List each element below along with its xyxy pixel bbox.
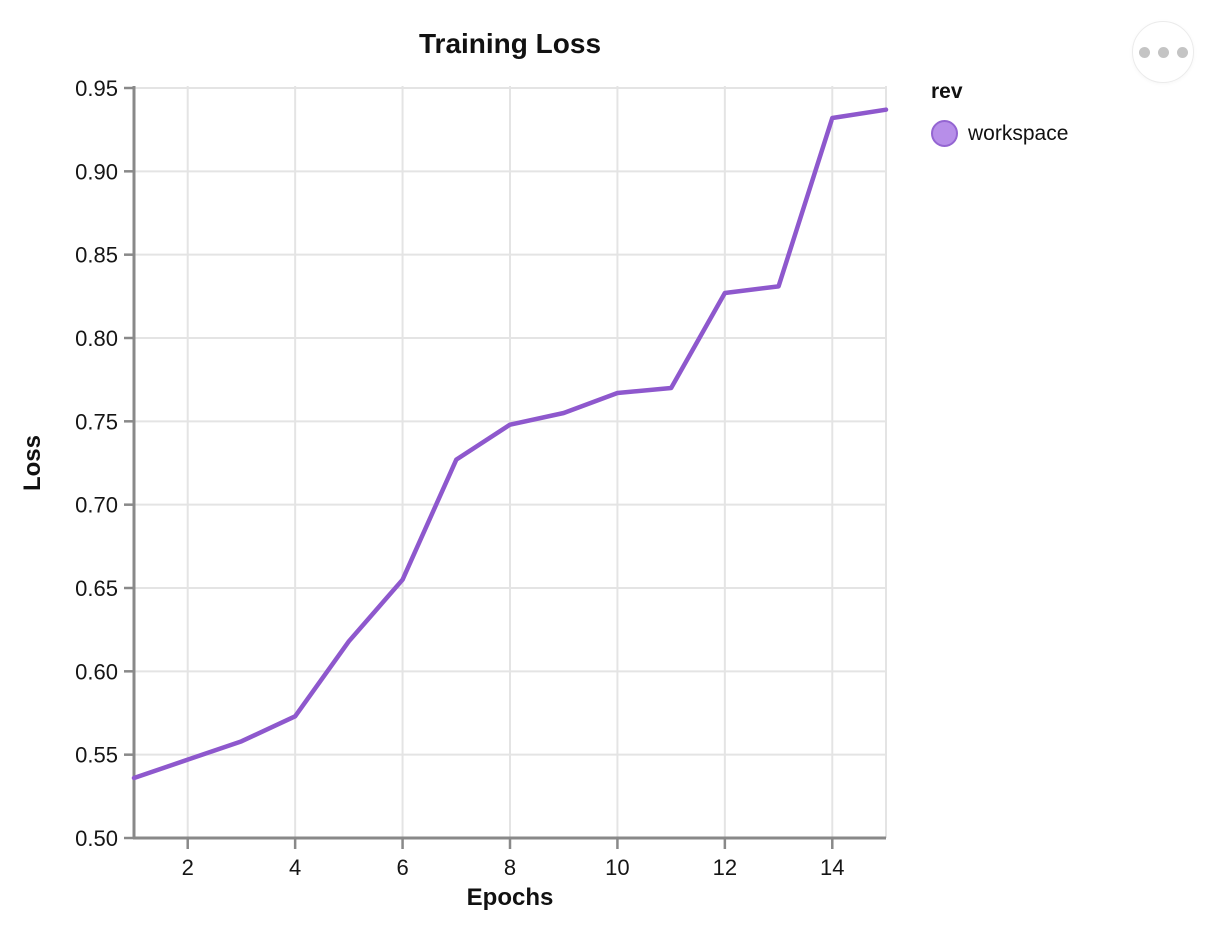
y-tick-label: 0.95 bbox=[75, 76, 118, 101]
y-tick-label: 0.90 bbox=[75, 159, 118, 184]
y-tick-label: 0.80 bbox=[75, 326, 118, 351]
legend-title: rev bbox=[931, 80, 963, 103]
x-tick-label: 12 bbox=[713, 855, 737, 880]
y-tick-label: 0.60 bbox=[75, 659, 118, 684]
y-tick-label: 0.70 bbox=[75, 493, 118, 518]
y-tick-label: 0.85 bbox=[75, 243, 118, 268]
x-axis-title: Epochs bbox=[466, 884, 554, 911]
more-options-button[interactable] bbox=[1132, 21, 1194, 83]
y-tick-label: 0.55 bbox=[75, 743, 118, 768]
x-tick-label: 8 bbox=[504, 855, 516, 880]
legend-entry-label: workspace bbox=[968, 121, 1069, 145]
legend: rev workspace bbox=[931, 80, 1068, 147]
ellipsis-icon bbox=[1138, 46, 1188, 58]
y-tick-label: 0.75 bbox=[75, 409, 118, 434]
chart-title: Training Loss bbox=[418, 28, 602, 59]
legend-swatch-circle-icon bbox=[931, 120, 958, 147]
y-tick-label: 0.50 bbox=[75, 826, 118, 851]
legend-entry[interactable]: workspace bbox=[931, 120, 1068, 147]
y-axis-title: Loss bbox=[19, 434, 46, 492]
x-tick-label: 4 bbox=[289, 855, 301, 880]
x-tick-label: 10 bbox=[605, 855, 629, 880]
line-chart-plot: 0.50 0.55 0.60 0.65 0.70 0.75 0.80 0.85 0.90 0.95… bbox=[75, 76, 889, 880]
x-tick-label: 6 bbox=[396, 855, 408, 880]
series-line-workspace bbox=[131, 107, 889, 781]
x-tick-label: 2 bbox=[182, 855, 194, 880]
y-tick-label: 0.65 bbox=[75, 576, 118, 601]
x-tick-label: 14 bbox=[820, 855, 844, 880]
